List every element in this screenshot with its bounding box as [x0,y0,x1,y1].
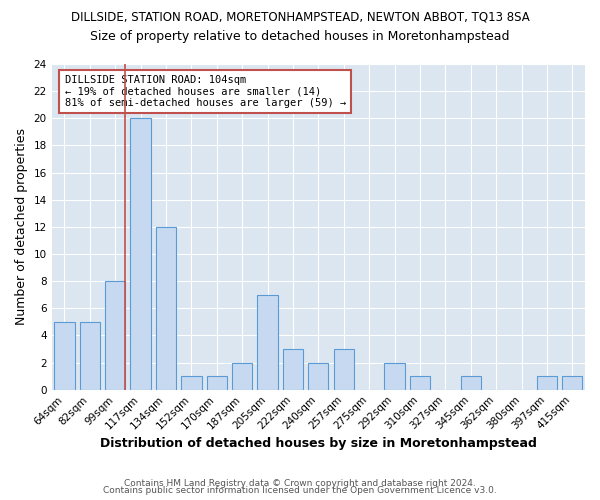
Bar [385,362,404,390]
Bar [308,362,328,390]
X-axis label: Distribution of detached houses by size in Moretonhampstead: Distribution of detached houses by size … [100,437,537,450]
Bar [130,118,151,390]
Bar [283,349,303,390]
Bar [461,376,481,390]
Bar [232,362,253,390]
Bar [156,227,176,390]
Bar [410,376,430,390]
Bar [562,376,583,390]
Bar [105,281,125,390]
Bar [54,322,74,390]
Text: DILLSIDE STATION ROAD: 104sqm
← 19% of detached houses are smaller (14)
81% of s: DILLSIDE STATION ROAD: 104sqm ← 19% of d… [65,75,346,108]
Text: Size of property relative to detached houses in Moretonhampstead: Size of property relative to detached ho… [90,30,510,43]
Bar [181,376,202,390]
Bar [334,349,354,390]
Text: Contains HM Land Registry data © Crown copyright and database right 2024.: Contains HM Land Registry data © Crown c… [124,478,476,488]
Bar [80,322,100,390]
Text: Contains public sector information licensed under the Open Government Licence v3: Contains public sector information licen… [103,486,497,495]
Bar [257,294,278,390]
Y-axis label: Number of detached properties: Number of detached properties [15,128,28,326]
Bar [206,376,227,390]
Text: DILLSIDE, STATION ROAD, MORETONHAMPSTEAD, NEWTON ABBOT, TQ13 8SA: DILLSIDE, STATION ROAD, MORETONHAMPSTEAD… [71,10,529,23]
Bar [537,376,557,390]
